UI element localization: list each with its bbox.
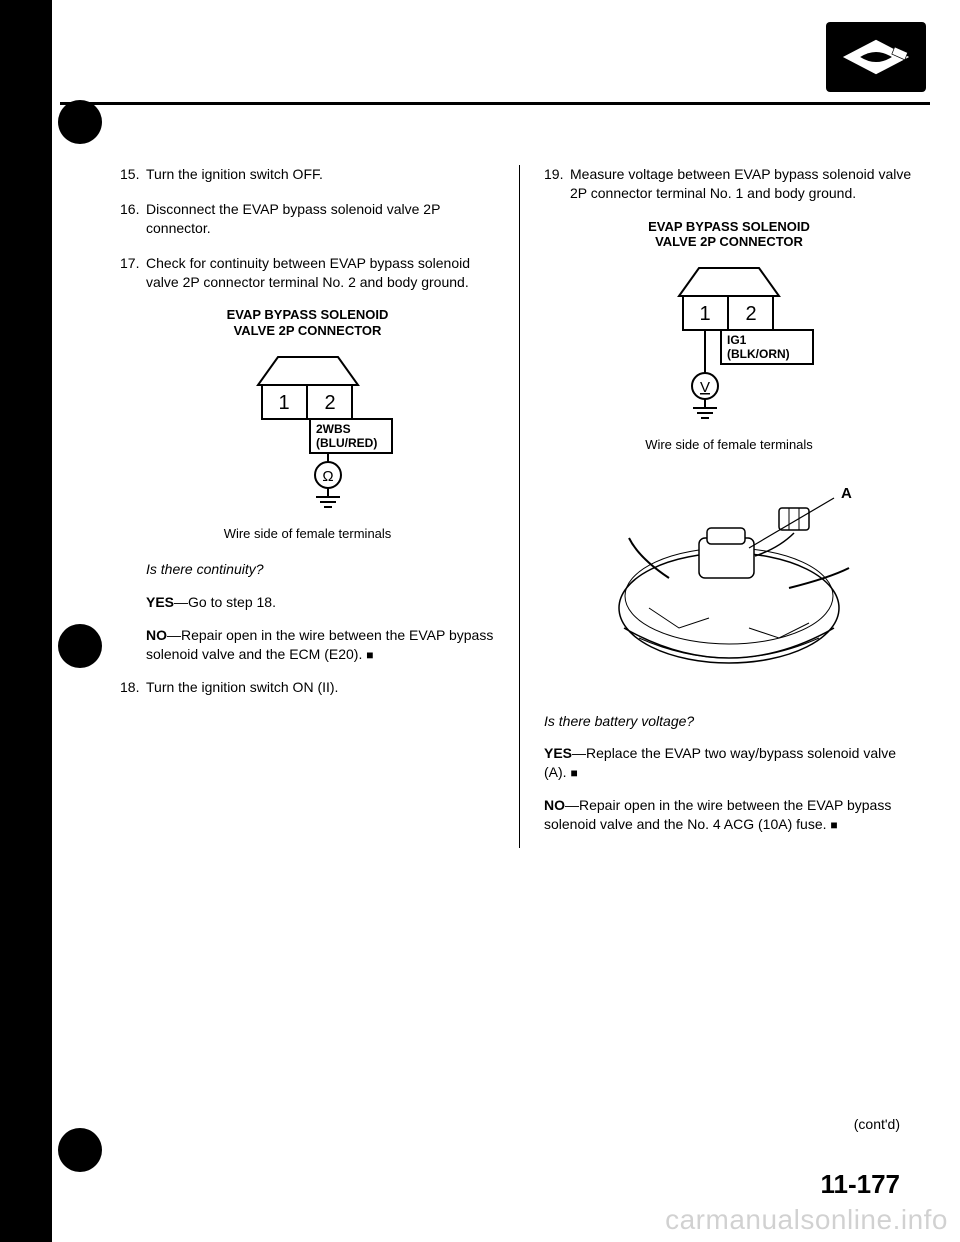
answer-no-text: —Repair open in the wire between the EVA… <box>544 797 891 832</box>
manual-section-icon <box>826 22 926 92</box>
figure-title-line: VALVE 2P CONNECTOR <box>234 323 382 338</box>
answer-no: NO—Repair open in the wire between the E… <box>544 796 914 834</box>
step-18: 18. Turn the ignition switch ON (II). <box>120 678 495 697</box>
continued-label: (cont'd) <box>854 1116 900 1132</box>
hole-punch-dot <box>58 1128 102 1172</box>
step-text: Measure voltage between EVAP bypass sole… <box>570 165 914 203</box>
figure-title: EVAP BYPASS SOLENOID VALVE 2P CONNECTOR <box>544 219 914 250</box>
figure-title: EVAP BYPASS SOLENOID VALVE 2P CONNECTOR <box>120 307 495 338</box>
hole-punch-dot <box>58 100 102 144</box>
step-number: 15. <box>120 165 146 184</box>
answer-yes: YES—Go to step 18. <box>146 593 495 612</box>
callout-a: A <box>841 485 852 502</box>
step-number: 19. <box>544 165 570 203</box>
step-text: Turn the ignition switch OFF. <box>146 165 495 184</box>
figure-caption: Wire side of female terminals <box>544 436 914 454</box>
step-19: 19. Measure voltage between EVAP bypass … <box>544 165 914 203</box>
stop-icon: ■ <box>830 818 837 832</box>
signal-color: (BLK/ORN) <box>727 347 790 361</box>
connector-figure-right: 1 2 IG1 (BLK/ORN) V <box>544 256 914 426</box>
connector-figure-left: 1 2 2WBS (BLU/RED) Ω <box>120 345 495 515</box>
pin-1-label: 1 <box>278 392 289 414</box>
answer-yes: YES—Replace the EVAP two way/bypass sole… <box>544 744 914 782</box>
step-text: Check for continuity between EVAP bypass… <box>146 254 495 292</box>
page-number: 11-177 <box>820 1169 900 1200</box>
left-column: 15. Turn the ignition switch OFF. 16. Di… <box>120 165 520 848</box>
svg-text:V: V <box>700 379 710 396</box>
step-17: 17. Check for continuity between EVAP by… <box>120 254 495 292</box>
figure-title-line: VALVE 2P CONNECTOR <box>655 234 803 249</box>
step-number: 18. <box>120 678 146 697</box>
watermark: carmanualsonline.info <box>665 1204 948 1236</box>
header-rule <box>60 102 930 105</box>
pin-1-label: 1 <box>699 303 710 325</box>
svg-text:Ω: Ω <box>322 468 333 485</box>
step-number: 17. <box>120 254 146 292</box>
step-text: Turn the ignition switch ON (II). <box>146 678 495 697</box>
signal-name: IG1 <box>727 333 747 347</box>
stop-icon: ■ <box>366 648 373 662</box>
right-column: 19. Measure voltage between EVAP bypass … <box>520 165 920 848</box>
answer-no-text: —Repair open in the wire between the EVA… <box>146 627 493 662</box>
pin-2-label: 2 <box>324 392 335 414</box>
diagnostic-question: Is there battery voltage? <box>544 712 914 731</box>
figure-title-line: EVAP BYPASS SOLENOID <box>648 219 810 234</box>
signal-name: 2WBS <box>316 422 351 436</box>
answer-yes-text: —Replace the EVAP two way/bypass solenoi… <box>544 745 896 780</box>
pin-2-label: 2 <box>745 303 756 325</box>
figure-caption: Wire side of female terminals <box>120 525 495 543</box>
page-content: 15. Turn the ignition switch OFF. 16. Di… <box>120 165 920 848</box>
step-number: 16. <box>120 200 146 238</box>
component-illustration: A <box>544 478 914 698</box>
answer-no: NO—Repair open in the wire between the E… <box>146 626 495 664</box>
stop-icon: ■ <box>570 766 577 780</box>
figure-title-line: EVAP BYPASS SOLENOID <box>227 307 389 322</box>
step-text: Disconnect the EVAP bypass solenoid valv… <box>146 200 495 238</box>
scan-binding-edge <box>0 0 52 1242</box>
signal-color: (BLU/RED) <box>316 436 377 450</box>
step-16: 16. Disconnect the EVAP bypass solenoid … <box>120 200 495 238</box>
diagnostic-question: Is there continuity? <box>146 560 495 579</box>
step-15: 15. Turn the ignition switch OFF. <box>120 165 495 184</box>
answer-yes-text: —Go to step 18. <box>174 594 276 610</box>
hole-punch-dot <box>58 624 102 668</box>
